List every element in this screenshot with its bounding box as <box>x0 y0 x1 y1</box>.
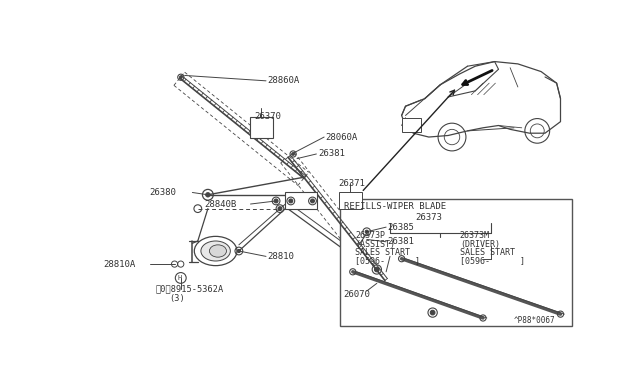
Text: 26373M: 26373M <box>460 231 490 240</box>
Circle shape <box>365 230 368 233</box>
Text: (ASSIST): (ASSIST) <box>355 240 395 248</box>
Circle shape <box>374 267 379 272</box>
Text: REFILLS-WIPER BLADE: REFILLS-WIPER BLADE <box>344 202 445 211</box>
Text: ^P88*0067: ^P88*0067 <box>514 316 556 325</box>
Text: 26385: 26385 <box>388 222 415 232</box>
Text: 26381: 26381 <box>318 150 345 158</box>
Text: (DRIVER): (DRIVER) <box>460 240 500 248</box>
FancyBboxPatch shape <box>402 118 421 132</box>
Text: 28810A: 28810A <box>103 260 136 269</box>
Circle shape <box>237 250 241 253</box>
Text: H: H <box>177 275 181 281</box>
Text: [0596-      ]: [0596- ] <box>460 257 525 266</box>
Text: 26373P: 26373P <box>355 231 385 240</box>
FancyBboxPatch shape <box>340 199 572 326</box>
Text: ⑈0क8915-5362A: ⑈0क8915-5362A <box>156 284 224 293</box>
FancyBboxPatch shape <box>250 117 273 138</box>
Ellipse shape <box>209 245 227 257</box>
Text: SALES START: SALES START <box>460 248 515 257</box>
Text: SALES START: SALES START <box>355 248 410 257</box>
Text: 28840B: 28840B <box>204 199 236 209</box>
Circle shape <box>289 199 292 203</box>
Circle shape <box>179 76 182 79</box>
Circle shape <box>292 153 294 155</box>
Text: 26370: 26370 <box>254 112 281 121</box>
Text: [0596-      ]: [0596- ] <box>355 257 420 266</box>
Ellipse shape <box>201 241 230 261</box>
Text: (3): (3) <box>169 294 185 303</box>
Circle shape <box>430 310 435 315</box>
Text: 26070: 26070 <box>344 291 371 299</box>
Text: 28060A: 28060A <box>326 132 358 141</box>
Text: 28810: 28810 <box>268 252 294 261</box>
Text: 28860A: 28860A <box>268 76 300 85</box>
FancyBboxPatch shape <box>285 192 317 209</box>
Circle shape <box>278 207 282 211</box>
Circle shape <box>274 199 278 203</box>
Circle shape <box>205 192 210 197</box>
Ellipse shape <box>195 236 237 266</box>
FancyBboxPatch shape <box>339 192 362 209</box>
Text: 26380: 26380 <box>150 188 177 197</box>
Text: 26381: 26381 <box>388 237 415 246</box>
Text: 26373: 26373 <box>415 213 442 222</box>
Circle shape <box>310 199 314 203</box>
Text: 26371: 26371 <box>338 179 365 188</box>
